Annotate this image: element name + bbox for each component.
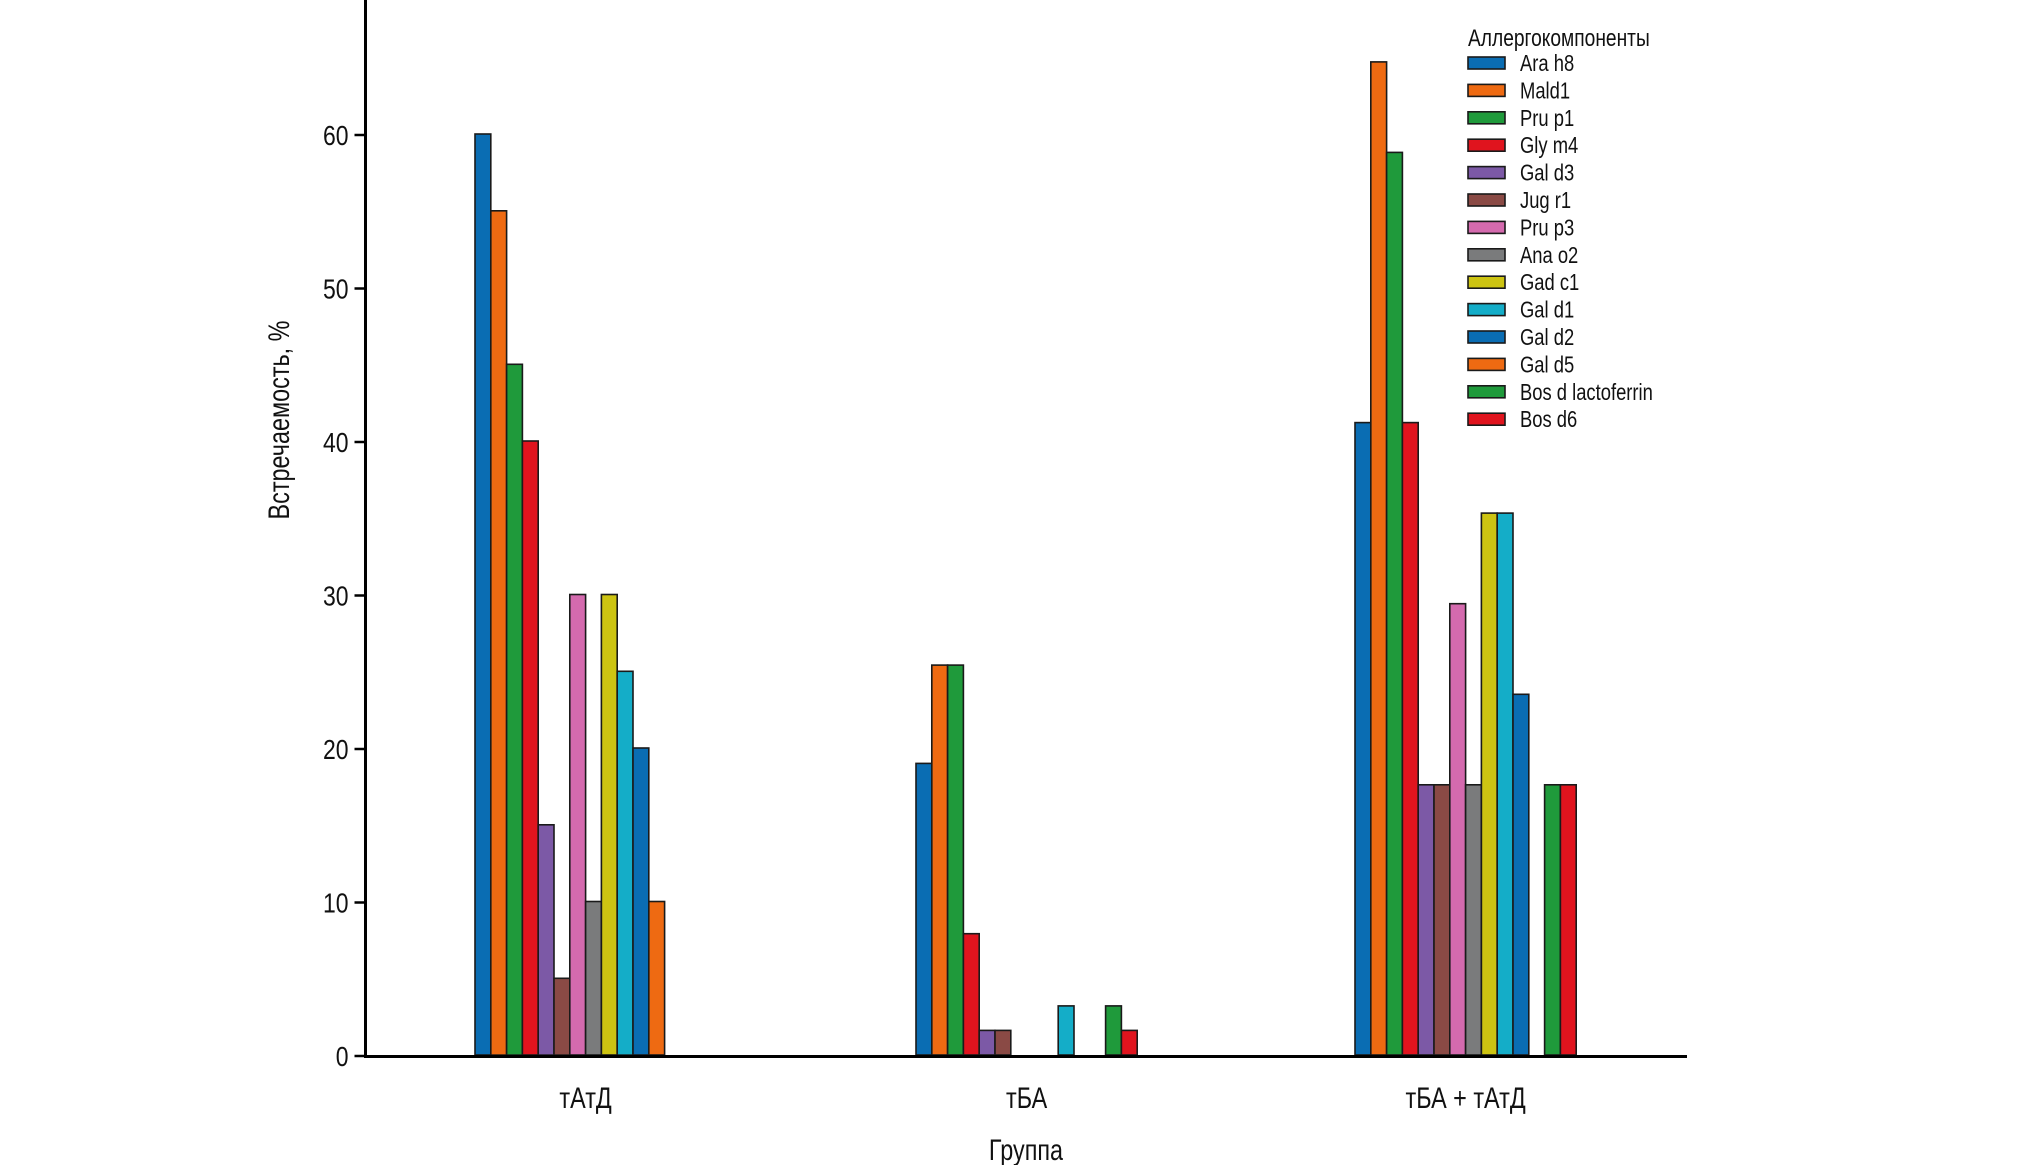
bar-bos-d-lactoferrin-2: [1104, 1005, 1123, 1056]
bar-gly-m4-2: [962, 932, 981, 1056]
bar-gad-c1-3: [1480, 512, 1499, 1056]
y-tick-label: 0: [336, 1042, 349, 1073]
bar-pru-p1-3: [1385, 151, 1404, 1056]
legend-swatch: [1467, 357, 1506, 372]
y-tick-label: 30: [323, 581, 349, 612]
bar-gly-m4-3: [1401, 421, 1420, 1056]
legend-swatch: [1467, 275, 1506, 290]
legend-label: Gly m4: [1520, 133, 1578, 158]
y-axis-title: Встречаемость, %: [262, 321, 295, 520]
y-tick-label: 10: [323, 888, 349, 919]
bar-bos-d-lactoferrin-3: [1543, 783, 1562, 1056]
bar-bos-d6-3: [1559, 783, 1578, 1056]
bar-pru-p1-1: [505, 363, 524, 1056]
legend-swatch: [1467, 83, 1506, 98]
bar-ara-h8-1: [474, 133, 492, 1056]
x-tick-label: тБА + тАтД: [1406, 1081, 1526, 1114]
bar-bos-d6-2: [1120, 1029, 1139, 1056]
bar-gal-d1-1: [616, 670, 634, 1056]
legend-title: Аллергокомпоненты: [1468, 24, 1650, 52]
x-tick-label: тАтД: [559, 1081, 611, 1114]
bar-mald1-2: [930, 664, 949, 1056]
bar-mald1-3: [1370, 61, 1388, 1056]
legend-label: Gal d3: [1520, 161, 1574, 186]
bar-ara-h8-2: [915, 762, 933, 1056]
bar-gal-d3-1: [537, 823, 555, 1056]
bars-layer: [474, 61, 1578, 1056]
legend-swatch: [1467, 165, 1506, 180]
x-tick-label: тБА: [1006, 1081, 1047, 1114]
bar-ana-o2-1: [584, 900, 603, 1056]
x-tick-labels: тАтД тБА тБА + тАтД: [559, 1081, 1525, 1114]
legend-swatch: [1467, 138, 1506, 152]
legend-label: Gad c1: [1520, 270, 1579, 295]
legend-swatch: [1467, 330, 1506, 344]
legend-label: Jug r1: [1520, 188, 1571, 213]
bar-ara-h8-3: [1354, 421, 1372, 1056]
legend-label: Gal d5: [1520, 353, 1574, 378]
bar-gal-d1-3: [1496, 512, 1514, 1056]
bar-pru-p3-1: [568, 593, 587, 1056]
bar-ana-o2-3: [1464, 783, 1483, 1056]
bar-gal-d1-2: [1057, 1005, 1075, 1056]
bar-gly-m4-1: [521, 440, 540, 1056]
y-tick-label: 40: [323, 428, 349, 459]
legend-label: Ana o2: [1520, 243, 1578, 268]
bar-gal-d2-3: [1512, 693, 1530, 1056]
bar-jug-r1-2: [994, 1029, 1012, 1056]
bar-jug-r1-1: [553, 977, 571, 1056]
bar-gal-d3-3: [1417, 783, 1435, 1056]
bar-pru-p3-3: [1449, 602, 1467, 1056]
bar-jug-r1-3: [1433, 783, 1451, 1056]
legend-swatch: [1467, 56, 1506, 70]
legend-label: Pru p3: [1520, 216, 1574, 241]
y-tick-label: 60: [323, 121, 349, 152]
legend-swatch: [1467, 412, 1506, 427]
legend-swatch: [1467, 302, 1506, 317]
bar-mald1-1: [489, 210, 508, 1056]
legend-label: Mald1: [1520, 79, 1570, 104]
legend-label: Gal d2: [1520, 325, 1574, 350]
x-axis-title: Группа: [989, 1133, 1063, 1165]
legend-swatch: [1467, 220, 1506, 235]
y-tick-label: 50: [323, 274, 349, 305]
legend-swatch: [1467, 111, 1506, 125]
bar-pru-p1-2: [946, 664, 965, 1056]
bar-gal-d3-2: [978, 1029, 996, 1056]
bar-gal-d5-1: [647, 900, 666, 1056]
bar-gal-d2-1: [632, 747, 650, 1056]
y-tick-label: 20: [323, 735, 349, 766]
legend-label: Pru p1: [1520, 106, 1574, 131]
legend-swatch: [1467, 384, 1506, 399]
legend-swatch: [1467, 248, 1506, 262]
legend-label: Bos d lactoferrin: [1520, 380, 1653, 405]
y-ticks: 0 10 20 30 40 50 60: [323, 121, 366, 1073]
legend-label: Gal d1: [1520, 298, 1574, 323]
legend-label: Bos d6: [1520, 407, 1577, 432]
bar-gad-c1-1: [600, 593, 619, 1056]
legend-swatch: [1467, 193, 1506, 207]
legend-label: Ara h8: [1520, 51, 1574, 76]
